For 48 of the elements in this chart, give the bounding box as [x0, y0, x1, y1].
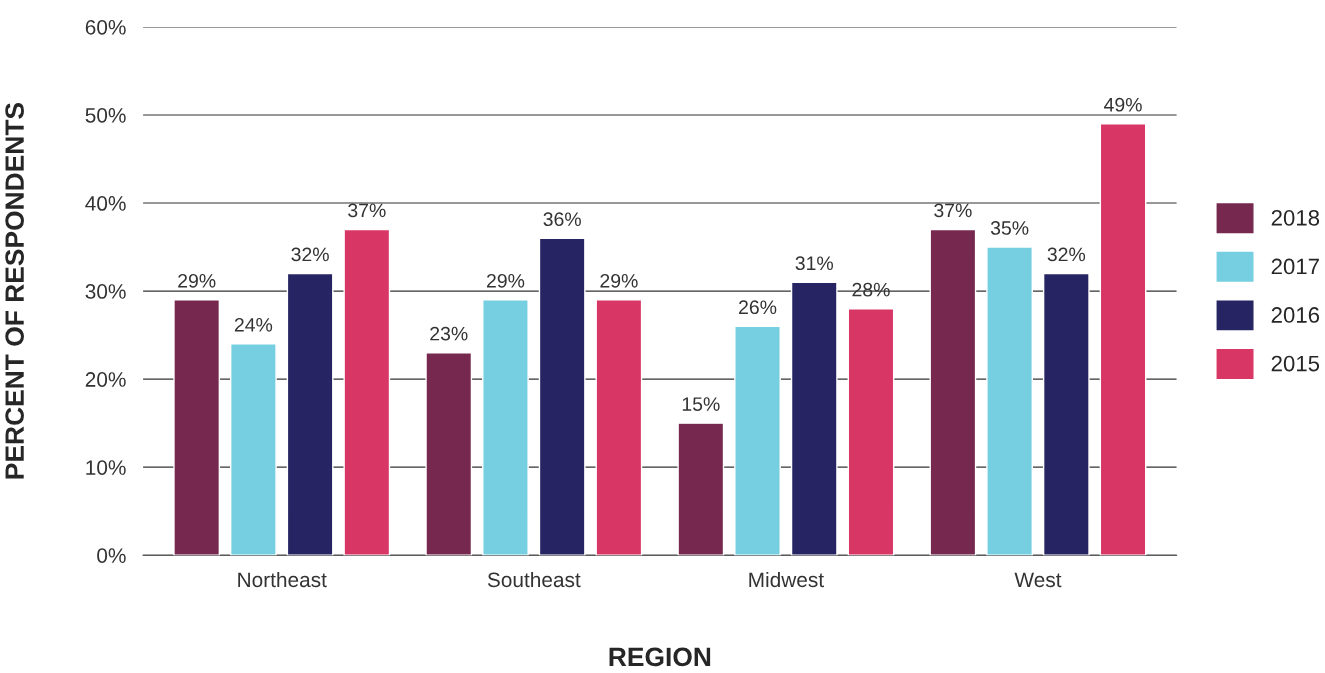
x-tick-label: Southeast [487, 571, 581, 588]
bar [847, 307, 895, 556]
bar [734, 325, 781, 556]
data-label: 26% [739, 300, 777, 315]
data-label: 36% [543, 212, 581, 227]
bar [929, 228, 977, 556]
bar [482, 299, 529, 556]
x-tick-label: Midwest [749, 571, 824, 588]
legend-label: 2016 [1271, 307, 1320, 323]
y-tick-label: 20% [85, 372, 126, 387]
data-label: 29% [178, 273, 216, 288]
data-label: 23% [430, 326, 468, 341]
bar [790, 281, 838, 556]
y-tick-label: 30% [85, 284, 126, 299]
data-label: 35% [990, 221, 1029, 235]
data-label: 49% [1104, 97, 1142, 112]
data-label: 32% [1047, 247, 1086, 262]
bar [986, 246, 1033, 556]
legend-label: 2018 [1271, 210, 1320, 226]
y-tick-label: 60% [85, 19, 126, 35]
y-tick-label: 10% [86, 460, 126, 475]
data-label: 31% [795, 256, 834, 271]
bar [1042, 272, 1090, 556]
bar [677, 422, 725, 556]
legend-label: 2015 [1271, 355, 1320, 372]
bar [538, 237, 586, 556]
bar [343, 228, 391, 556]
data-label: 29% [600, 273, 638, 288]
data-label: 24% [234, 317, 273, 332]
data-label: 37% [348, 203, 386, 218]
bar [173, 299, 221, 556]
bar [425, 352, 473, 556]
y-tick-label: 40% [85, 196, 126, 211]
x-tick-label: West [1014, 572, 1062, 588]
bar [230, 343, 277, 556]
data-label: 37% [934, 203, 972, 218]
y-tick-label: 0% [97, 548, 126, 563]
x-axis-title: REGION [609, 647, 711, 667]
legend-label: 2017 [1271, 258, 1319, 275]
data-label: 15% [682, 397, 720, 411]
y-tick-label: 50% [85, 107, 126, 123]
data-label: 29% [486, 273, 525, 288]
bar [595, 299, 643, 556]
y-axis-title: PERCENT OF RESPONDENTS [5, 102, 24, 479]
x-tick-label: Northeast [238, 571, 327, 588]
bar [286, 272, 334, 556]
bar [1099, 123, 1147, 556]
data-label: 32% [291, 247, 329, 262]
